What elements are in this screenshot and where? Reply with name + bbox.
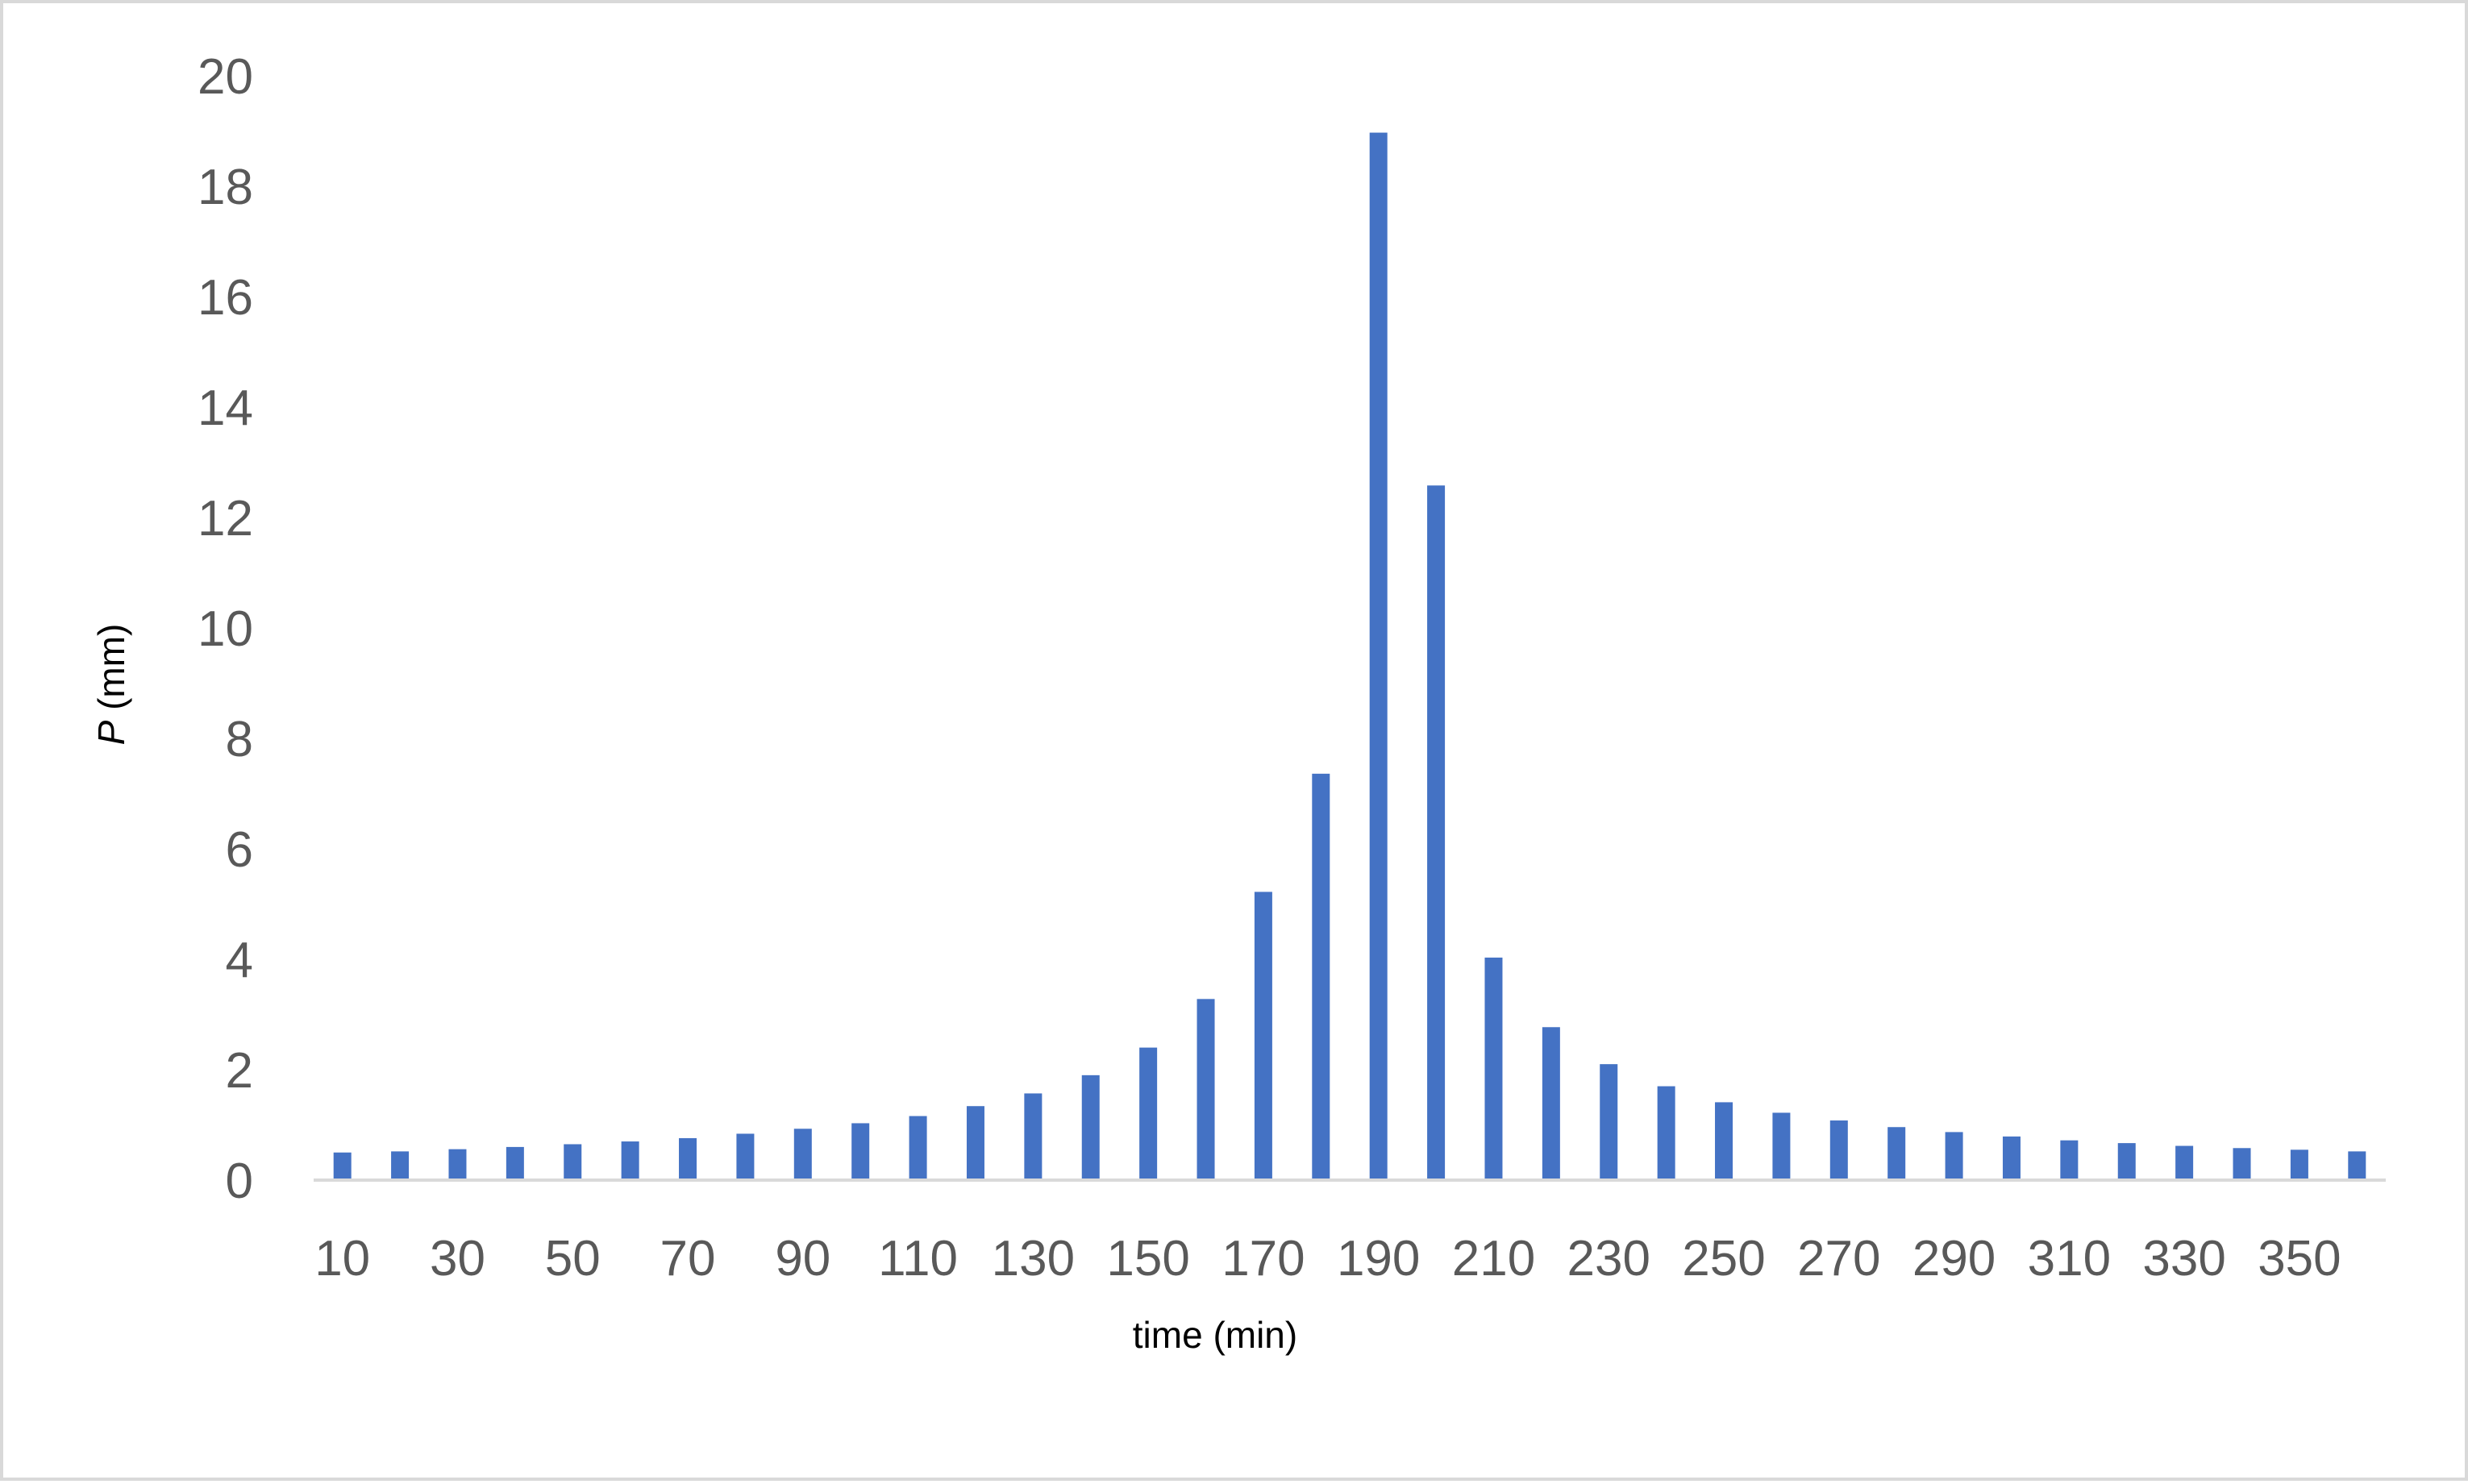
x-tick-label: 170 xyxy=(1222,1231,1305,1287)
bar-290 xyxy=(1945,1132,1963,1180)
bar-250 xyxy=(1715,1102,1733,1180)
x-tick-label: 350 xyxy=(2258,1231,2341,1287)
x-tick-label: 190 xyxy=(1337,1231,1420,1287)
x-tick-label: 110 xyxy=(878,1231,958,1287)
y-axis-title-symbol: P xyxy=(90,720,132,745)
bar-140 xyxy=(1081,1075,1100,1180)
bar-70 xyxy=(679,1137,697,1180)
bar-130 xyxy=(1024,1093,1043,1180)
y-tick-label: 6 xyxy=(226,822,253,878)
bar-80 xyxy=(736,1133,755,1180)
y-axis-title: P (mm) xyxy=(90,624,132,746)
bar-170 xyxy=(1254,892,1272,1180)
x-tick-label: 150 xyxy=(1106,1231,1189,1287)
bar-280 xyxy=(1887,1127,1906,1180)
bar-10 xyxy=(333,1152,352,1180)
bar-60 xyxy=(621,1141,639,1180)
x-tick-label: 310 xyxy=(2028,1231,2111,1287)
bar-200 xyxy=(1427,485,1446,1180)
bar-330 xyxy=(2175,1145,2194,1180)
y-tick-label: 20 xyxy=(198,49,253,105)
x-tick-label: 230 xyxy=(1567,1231,1650,1287)
bar-110 xyxy=(909,1116,927,1180)
bar-350 xyxy=(2290,1149,2308,1180)
bar-210 xyxy=(1484,957,1503,1180)
x-axis-title: time (min) xyxy=(1133,1314,1297,1356)
x-tick-label: 10 xyxy=(314,1231,370,1287)
bar-240 xyxy=(1657,1086,1675,1180)
bar-20 xyxy=(391,1151,410,1180)
x-tick-label: 290 xyxy=(1912,1231,1996,1287)
x-tick-label: 330 xyxy=(2142,1231,2225,1287)
bar-230 xyxy=(1600,1064,1618,1180)
x-tick-label: 30 xyxy=(430,1231,485,1287)
bar-360 xyxy=(2348,1151,2366,1180)
bar-220 xyxy=(1542,1027,1560,1180)
precipitation-bar-chart: 0 2 4 6 8 10 12 14 16 18 20 10 30 50 70 90 110 130 150 170… xyxy=(90,49,2386,1356)
bar-150 xyxy=(1139,1047,1158,1180)
y-tick-label: 10 xyxy=(198,601,253,657)
y-axis-title-unit: (mm) xyxy=(90,624,132,710)
bar-50 xyxy=(564,1144,582,1180)
y-tick-label: 12 xyxy=(198,491,253,547)
bar-30 xyxy=(448,1149,467,1180)
bar-100 xyxy=(851,1123,870,1180)
bar-40 xyxy=(506,1146,524,1180)
x-tick-label: 210 xyxy=(1452,1231,1535,1287)
bar-320 xyxy=(2117,1143,2136,1180)
y-tick-label: 16 xyxy=(198,270,253,326)
y-tick-label: 18 xyxy=(198,160,253,215)
x-tick-label: 90 xyxy=(775,1231,830,1287)
x-tick-label: 70 xyxy=(660,1231,716,1287)
y-tick-label: 8 xyxy=(226,712,253,767)
y-tick-label: 2 xyxy=(226,1043,253,1099)
y-tick-label: 0 xyxy=(226,1154,253,1209)
bar-180 xyxy=(1312,773,1330,1180)
bar-160 xyxy=(1197,999,1215,1180)
bar-90 xyxy=(793,1129,812,1180)
x-axis-tick-labels: 10 30 50 70 90 110 130 150 170 190 210 230 250 270 290… xyxy=(314,1231,2341,1287)
bar-120 xyxy=(966,1106,984,1180)
y-tick-label: 4 xyxy=(226,933,253,988)
x-tick-label: 130 xyxy=(992,1231,1075,1287)
x-tick-label: 250 xyxy=(1682,1231,1765,1287)
bar-310 xyxy=(2060,1140,2079,1180)
y-axis-tick-labels: 0 2 4 6 8 10 12 14 16 18 20 xyxy=(198,49,253,1209)
bar-series xyxy=(333,132,2366,1181)
x-tick-label: 50 xyxy=(545,1231,601,1287)
bar-340 xyxy=(2233,1148,2251,1180)
bar-260 xyxy=(1772,1112,1791,1180)
y-tick-label: 14 xyxy=(198,380,253,436)
bar-300 xyxy=(2002,1136,2021,1180)
bar-190 xyxy=(1369,132,1388,1181)
bar-270 xyxy=(1829,1120,1848,1180)
x-tick-label: 270 xyxy=(1797,1231,1880,1287)
